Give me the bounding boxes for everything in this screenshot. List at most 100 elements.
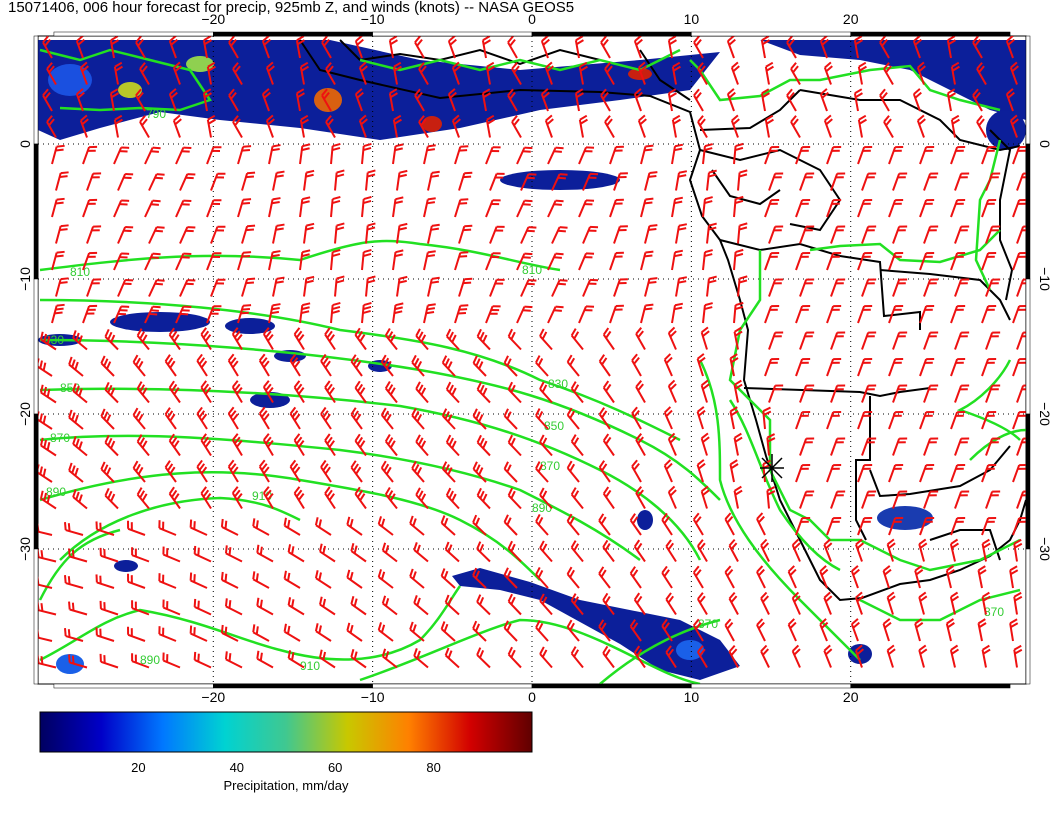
wind-barb: [892, 278, 908, 297]
wind-barb: [1005, 88, 1015, 112]
wind-barb: [350, 543, 367, 563]
wind-barb: [826, 463, 842, 483]
wind-barb: [42, 88, 53, 112]
wind-barb: [830, 437, 846, 456]
contour-label: 910: [300, 659, 320, 673]
wind-barb: [75, 36, 85, 59]
wind-barb: [139, 62, 150, 86]
wind-barb: [949, 644, 960, 668]
wind-barb: [629, 619, 642, 642]
wind-barb: [697, 645, 708, 669]
wind-barb: [503, 355, 518, 377]
wind-barb: [485, 61, 495, 85]
wind-barb: [231, 433, 243, 457]
wind-barb: [985, 490, 1001, 509]
wind-barb: [75, 88, 85, 112]
wind-barb: [923, 384, 939, 403]
wind-barb: [544, 61, 554, 85]
precip-cell: [877, 506, 933, 530]
wind-barb: [354, 380, 367, 404]
wind-barb: [706, 275, 717, 297]
wind-barb: [886, 538, 896, 562]
axis-bar-segment: [53, 683, 214, 689]
wind-barb: [258, 406, 270, 430]
wind-barb: [445, 328, 460, 351]
wind-barb: [949, 591, 960, 615]
wind-barb: [104, 434, 119, 457]
contour-line: [359, 618, 701, 684]
wind-barb: [791, 538, 801, 562]
wind-barb: [481, 36, 491, 59]
wind-barb: [892, 437, 908, 456]
wind-barb: [51, 144, 65, 165]
wind-barb: [671, 61, 681, 85]
wind-barb: [39, 437, 57, 457]
wind-barb: [637, 114, 647, 138]
wind-barb: [262, 327, 274, 351]
wind-barb: [916, 61, 926, 85]
wind-barb: [692, 618, 704, 642]
wind-barb: [99, 600, 119, 616]
wind-barb: [413, 542, 429, 563]
wind-barb: [539, 593, 553, 616]
wind-barb: [136, 328, 150, 351]
wind-barb: [923, 490, 939, 509]
contour-line: [974, 139, 1002, 291]
wind-barb: [392, 249, 404, 271]
border-zambia: [879, 269, 1011, 321]
wind-barb: [768, 331, 784, 350]
wind-barb: [882, 618, 892, 642]
lon-tick-label-top: 20: [843, 11, 859, 27]
wind-barb: [321, 36, 332, 59]
wind-barb: [132, 354, 146, 377]
wind-barb: [637, 61, 647, 85]
wind-barb: [324, 486, 336, 510]
wind-barb: [162, 652, 181, 669]
wind-barb: [117, 172, 134, 191]
wind-barb: [144, 146, 161, 165]
wind-barb: [427, 276, 440, 297]
wind-barb: [189, 625, 208, 642]
wind-barb: [857, 114, 867, 138]
wind-barb: [633, 539, 646, 563]
wind-barb: [104, 381, 119, 404]
wind-barb: [189, 572, 208, 589]
wind-barb: [923, 172, 939, 191]
lat-tick-label-right: −30: [1037, 537, 1053, 561]
wind-barb: [861, 331, 877, 350]
wind-barb: [476, 487, 491, 510]
wind-barb: [358, 114, 368, 138]
precip-cell: [848, 644, 872, 664]
wind-barb: [795, 357, 811, 377]
wind-barb: [857, 357, 873, 377]
wind-barb: [855, 591, 865, 615]
wind-barb: [256, 544, 274, 563]
wind-barb: [916, 114, 926, 138]
wind-barb: [144, 305, 161, 324]
wind-barb: [113, 252, 130, 271]
lat-tick-label-left: −20: [17, 402, 33, 426]
wind-barb: [158, 520, 177, 536]
wind-barb: [954, 225, 970, 244]
wind-barb: [127, 626, 146, 642]
wind-barb: [127, 520, 146, 536]
wind-barb: [489, 278, 505, 297]
border-south-africa: [929, 529, 1001, 561]
wind-barb: [598, 619, 611, 642]
wind-barb: [72, 436, 88, 457]
wind-barb: [540, 88, 550, 112]
wind-barb: [445, 381, 460, 404]
axis-bars: [33, 31, 1031, 689]
wind-barb: [95, 574, 115, 589]
wind-barb: [539, 540, 553, 563]
wind-barb: [210, 172, 226, 191]
wind-barb: [760, 538, 770, 562]
wind-barb: [175, 146, 192, 165]
wind-barb: [109, 36, 119, 59]
precip-cell: [637, 510, 653, 530]
wind-barb: [100, 408, 115, 430]
wind-barb: [629, 513, 642, 536]
wind-barb: [667, 379, 677, 403]
axis-bar-segment: [691, 683, 851, 689]
wind-barb: [68, 601, 88, 616]
